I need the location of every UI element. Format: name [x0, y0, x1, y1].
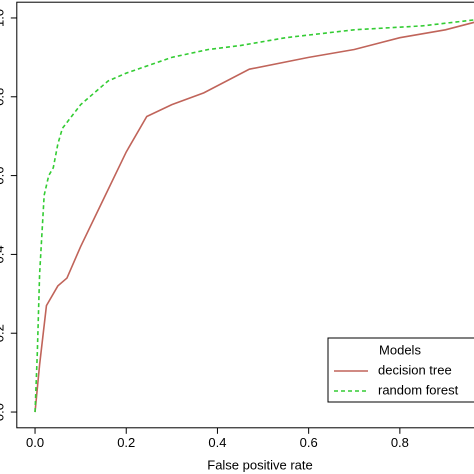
- legend-box: [327, 337, 474, 403]
- y-tick-label: 1.0: [0, 9, 6, 27]
- y-tick-label: 0.0: [0, 403, 6, 421]
- x-axis-label: False positive rate: [207, 457, 313, 472]
- roc-curve: [34, 19, 474, 413]
- x-tick-label: 0.6: [300, 435, 318, 450]
- roc-curve: [34, 21, 474, 413]
- y-tick-label: 0.4: [0, 245, 6, 263]
- x-tick-label: 0.8: [391, 435, 409, 450]
- plot-frame: [16, 1, 474, 429]
- y-tick-label: 0.6: [0, 167, 6, 185]
- legend-label: decision tree: [378, 362, 452, 377]
- x-tick-label: 0.4: [208, 435, 226, 450]
- y-tick-label: 0.8: [0, 88, 6, 106]
- y-tick-label: 0.2: [0, 324, 6, 342]
- x-tick-label: 0.0: [26, 435, 44, 450]
- x-tick-label: 0.2: [117, 435, 135, 450]
- legend-title: Models: [379, 342, 421, 357]
- legend-label: random forest: [378, 382, 459, 397]
